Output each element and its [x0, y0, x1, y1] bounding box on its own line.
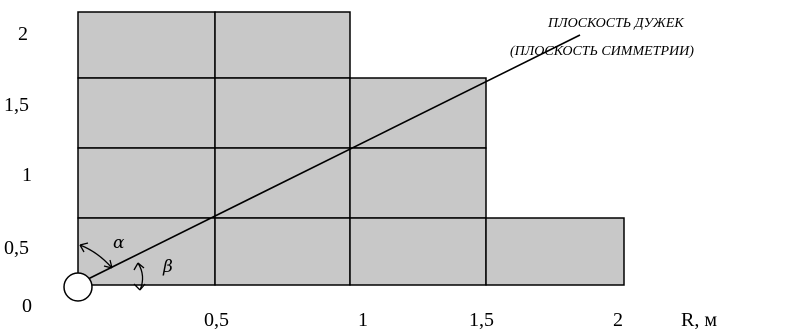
grid-cell	[214, 77, 351, 149]
symmetry-plane-line	[77, 34, 581, 285]
grid-cells	[77, 11, 625, 286]
beta-angle-arrow	[133, 262, 146, 291]
x-tick-label: 0,5	[204, 309, 229, 331]
grid-cell	[77, 77, 216, 149]
y-tick-label: 0	[22, 295, 32, 317]
grid-cell	[349, 147, 487, 219]
grid-cell	[349, 217, 487, 286]
x-axis-unit-label: R, м	[681, 309, 717, 331]
grid-cell	[77, 11, 216, 79]
x-tick-label: 2	[613, 309, 623, 331]
grid-cell	[214, 217, 351, 286]
x-tick-label: 1,5	[469, 309, 494, 331]
grid-cell	[77, 147, 216, 219]
annotation-line-2: (ПЛОСКОСТЬ СИММЕТРИИ)	[510, 44, 694, 59]
annotation-line-1: ПЛОСКОСТЬ ДУЖЕК	[547, 16, 684, 31]
y-tick-label: 1,5	[4, 94, 29, 116]
alpha-label: α	[113, 233, 125, 253]
y-tick-label: 1	[22, 164, 32, 186]
alpha-angle-arrow	[79, 242, 113, 269]
y-tick-label: 2	[18, 23, 28, 45]
grid-cell	[214, 11, 351, 79]
x-tick-label: 1	[358, 309, 368, 331]
y-tick-label: 0,5	[4, 237, 29, 259]
beta-label: β	[162, 257, 173, 277]
grid-cell	[349, 77, 487, 149]
grid-cell	[77, 217, 216, 286]
origin-circle	[63, 272, 93, 302]
grid-cell	[485, 217, 625, 286]
